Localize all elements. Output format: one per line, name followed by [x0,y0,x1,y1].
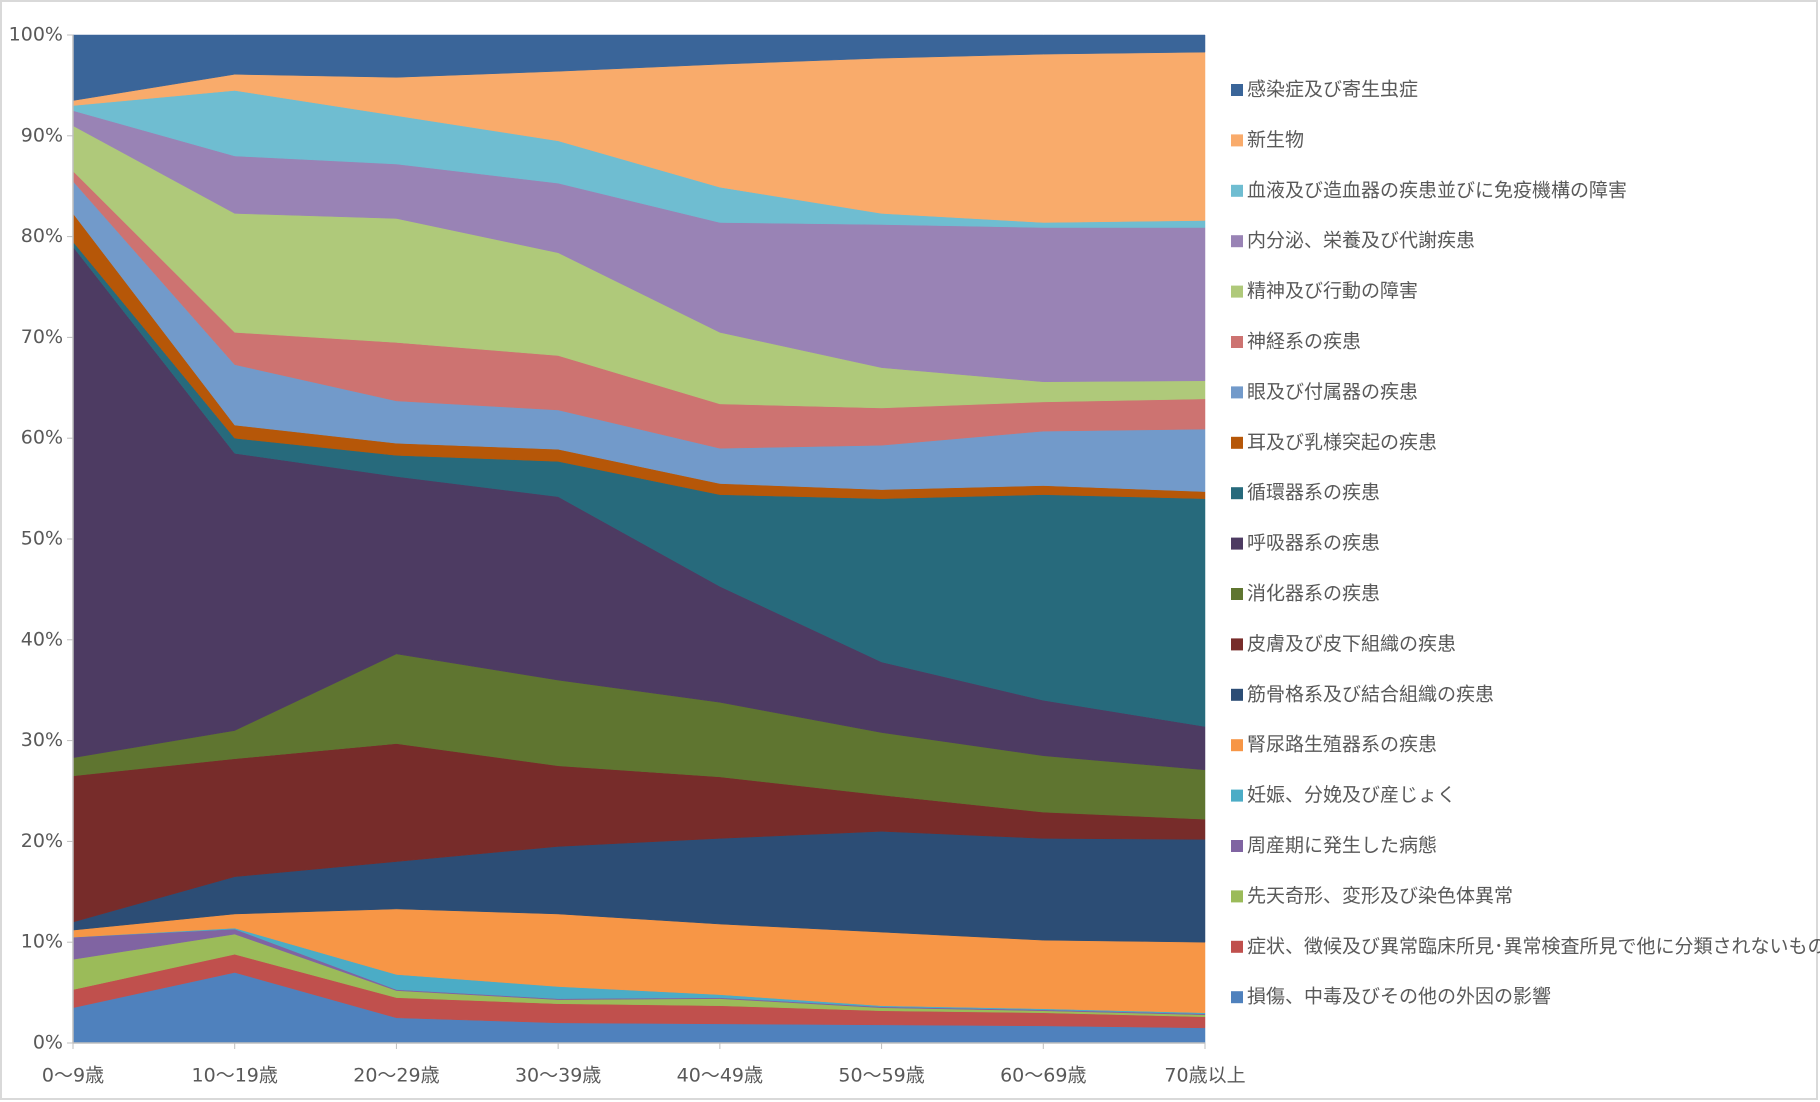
legend-swatch [1231,336,1243,348]
y-tick-label: 40% [21,628,63,650]
legend-label: 血液及び造血器の疾患並びに免疫機構の障害 [1247,179,1627,201]
legend-swatch [1231,688,1243,701]
legend-label: 筋骨格系及び結合組織の疾患 [1247,683,1494,705]
legend-swatch [1231,789,1243,802]
legend-swatch [1231,991,1243,1004]
legend-label: 周産期に発生した病態 [1247,835,1437,857]
legend-label: 新生物 [1247,129,1304,151]
legend-swatch [1231,235,1243,248]
x-tick-label: 40～49歳 [677,1065,763,1087]
y-tick-label: 90% [21,124,63,146]
legend-swatch [1231,638,1243,651]
legend-swatch [1231,739,1243,752]
y-tick-label: 70% [21,326,63,348]
legend-swatch [1231,588,1243,600]
legend-label: 神経系の疾患 [1247,331,1361,353]
y-tick-label: 50% [21,528,63,550]
area [72,34,1206,101]
legend-label: 先天奇形、変形及び染色体異常 [1247,885,1513,907]
legend-swatch [1231,840,1243,852]
legend-label: 精神及び行動の障害 [1247,280,1418,302]
x-tick-label: 60～69歳 [1000,1065,1086,1087]
legend-label: 腎尿路生殖器系の疾患 [1247,734,1437,756]
legend-swatch [1231,940,1243,953]
y-tick-label: 0% [33,1032,63,1054]
y-tick-label: 80% [21,225,63,247]
legend-swatch [1231,184,1243,197]
legend-label: 循環器系の疾患 [1247,482,1380,504]
legend-label: 妊娠、分娩及び産じょく [1247,784,1456,806]
legend-label: 眼及び付属器の疾患 [1247,381,1418,403]
y-tick-label: 60% [21,427,63,449]
legend-swatch [1231,436,1243,449]
y-tick-label: 20% [21,830,63,852]
y-tick-label: 10% [21,931,63,953]
legend-swatch [1231,487,1243,500]
legend-label: 呼吸器系の疾患 [1247,532,1380,554]
x-tick-label: 70歳以上 [1164,1065,1245,1087]
legend-swatch [1231,386,1243,399]
legend-swatch [1231,84,1243,96]
x-tick-label: 10～19歳 [192,1065,278,1087]
legend-label: 耳及び乳様突起の疾患 [1247,431,1437,453]
legend-label: 皮膚及び皮下組織の疾患 [1247,633,1456,655]
legend-label: 症状、徴候及び異常臨床所見･異常検査所見で他に分類されないもの [1247,935,1820,957]
x-tick-label: 20～29歳 [353,1065,439,1087]
legend-label: 消化器系の疾患 [1247,583,1380,605]
y-tick-label: 100% [9,24,63,46]
legend-label: 感染症及び寄生虫症 [1247,79,1418,101]
legend-label: 内分泌、栄養及び代謝疾患 [1247,230,1475,252]
legend-swatch [1231,134,1243,147]
legend-swatch [1231,890,1243,903]
x-tick-label: 50～59歳 [838,1065,924,1087]
legend-label: 損傷、中毒及びその他の外因の影響 [1247,986,1551,1008]
x-tick-label: 0～9歳 [42,1065,104,1087]
legend-swatch [1231,537,1243,550]
legend-swatch [1231,285,1243,298]
x-tick-label: 30～39歳 [515,1065,601,1087]
y-tick-label: 30% [21,729,63,751]
